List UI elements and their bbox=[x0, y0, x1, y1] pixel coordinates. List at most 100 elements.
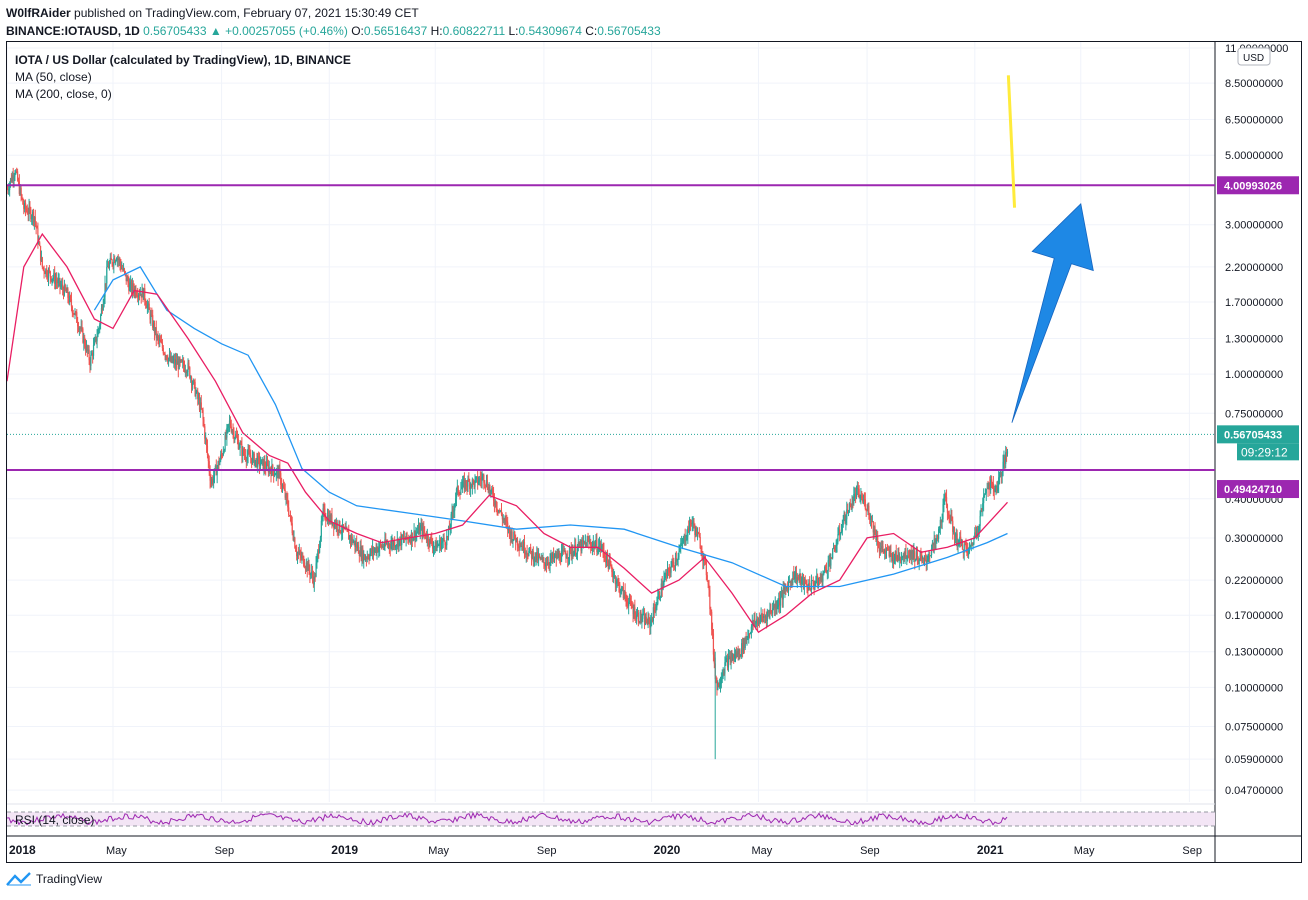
candle-body bbox=[258, 455, 260, 458]
candle-body bbox=[229, 420, 232, 427]
candle bbox=[183, 360, 186, 373]
currency-badge[interactable] bbox=[1237, 47, 1271, 66]
candle-body bbox=[983, 493, 986, 496]
candle bbox=[296, 544, 298, 561]
candle bbox=[779, 591, 782, 614]
candle-body bbox=[547, 562, 549, 565]
candle-body bbox=[907, 555, 910, 557]
candle-body bbox=[236, 437, 239, 440]
candle bbox=[211, 476, 213, 488]
candle bbox=[210, 474, 212, 488]
candle bbox=[386, 539, 389, 549]
candle bbox=[920, 547, 922, 562]
candle-body bbox=[300, 554, 302, 558]
candle-body bbox=[716, 678, 718, 691]
candle-body bbox=[263, 462, 265, 470]
chart-legend: IOTA / US Dollar (calculated by TradingV… bbox=[15, 52, 351, 103]
legend-ma50[interactable]: MA (50, close) bbox=[15, 70, 92, 84]
candle bbox=[960, 530, 962, 548]
candle bbox=[159, 333, 161, 348]
candle bbox=[489, 484, 491, 496]
candle-body bbox=[192, 380, 194, 384]
candle-body bbox=[454, 498, 457, 504]
candle-body bbox=[354, 540, 356, 547]
candle-body bbox=[736, 651, 738, 657]
candle-body bbox=[839, 529, 841, 535]
candle bbox=[417, 518, 420, 535]
candle-body bbox=[240, 444, 242, 445]
yellow-line-drawing[interactable] bbox=[1006, 75, 1017, 208]
candle-body bbox=[314, 576, 316, 578]
candle-body bbox=[409, 539, 412, 543]
candle bbox=[734, 649, 737, 663]
candle bbox=[886, 543, 888, 551]
candle bbox=[121, 261, 123, 270]
candle-body bbox=[778, 598, 780, 605]
candle-body bbox=[946, 504, 949, 513]
candle-body bbox=[577, 542, 579, 547]
rsi-label[interactable]: RSI (14, close) bbox=[15, 813, 94, 827]
candle bbox=[296, 551, 299, 565]
candle bbox=[966, 541, 968, 557]
candle bbox=[89, 357, 91, 373]
candle bbox=[122, 264, 124, 272]
candle bbox=[775, 600, 777, 615]
candle-body bbox=[758, 619, 760, 624]
candle bbox=[692, 516, 694, 532]
chart-frame[interactable]: RSI (14, close)11.000000008.500000006.50… bbox=[6, 41, 1302, 863]
candle-body bbox=[979, 515, 981, 526]
candle-body bbox=[975, 529, 978, 536]
candle-body bbox=[272, 465, 274, 471]
candle-body bbox=[786, 587, 788, 589]
candle-body bbox=[419, 527, 421, 535]
candle-body bbox=[512, 539, 514, 542]
candle-body bbox=[167, 358, 170, 362]
candle bbox=[888, 546, 890, 558]
candle bbox=[862, 494, 865, 505]
change-text: ▲ +0.00257055 (+0.46%) bbox=[209, 24, 348, 38]
candle-body bbox=[471, 479, 473, 487]
candle-body bbox=[724, 662, 726, 674]
candle bbox=[621, 586, 624, 592]
candle bbox=[955, 528, 957, 547]
candle-body bbox=[427, 535, 429, 543]
candle bbox=[524, 547, 526, 558]
candle bbox=[299, 549, 301, 563]
candle-body bbox=[262, 458, 264, 470]
candle-body bbox=[756, 619, 759, 625]
candle-body bbox=[527, 554, 529, 556]
candle-body bbox=[981, 508, 983, 510]
candle-body bbox=[88, 349, 90, 361]
candle-body bbox=[673, 562, 675, 566]
candle bbox=[444, 540, 446, 553]
candle bbox=[560, 552, 562, 566]
candle-body bbox=[158, 337, 160, 341]
candle-body bbox=[774, 603, 776, 609]
legend-ma200[interactable]: MA (200, close, 0) bbox=[15, 87, 112, 101]
candle bbox=[356, 535, 358, 552]
footer-brand[interactable]: TradingView bbox=[6, 872, 102, 886]
candle bbox=[548, 561, 550, 571]
candle bbox=[695, 525, 697, 538]
candle-body bbox=[566, 557, 568, 559]
candle bbox=[221, 452, 224, 459]
candle bbox=[891, 553, 893, 563]
candle-body bbox=[583, 541, 585, 543]
candle bbox=[273, 470, 275, 483]
candle-body bbox=[74, 311, 76, 315]
candle bbox=[297, 547, 300, 560]
candle-body bbox=[956, 533, 958, 546]
candle-body bbox=[888, 549, 890, 556]
candle-body bbox=[697, 532, 700, 535]
candle-body bbox=[436, 545, 438, 551]
candle-body bbox=[126, 277, 128, 282]
candle bbox=[829, 552, 831, 573]
candle bbox=[622, 582, 624, 601]
publisher-name[interactable]: W0lfRAider bbox=[6, 6, 71, 20]
candle bbox=[84, 334, 86, 349]
up-arrow-drawing[interactable] bbox=[1011, 202, 1094, 423]
candle bbox=[879, 542, 881, 556]
price-chart[interactable]: RSI (14, close)11.000000008.500000006.50… bbox=[7, 42, 1301, 862]
candle bbox=[216, 464, 218, 484]
candle-body bbox=[173, 358, 175, 361]
